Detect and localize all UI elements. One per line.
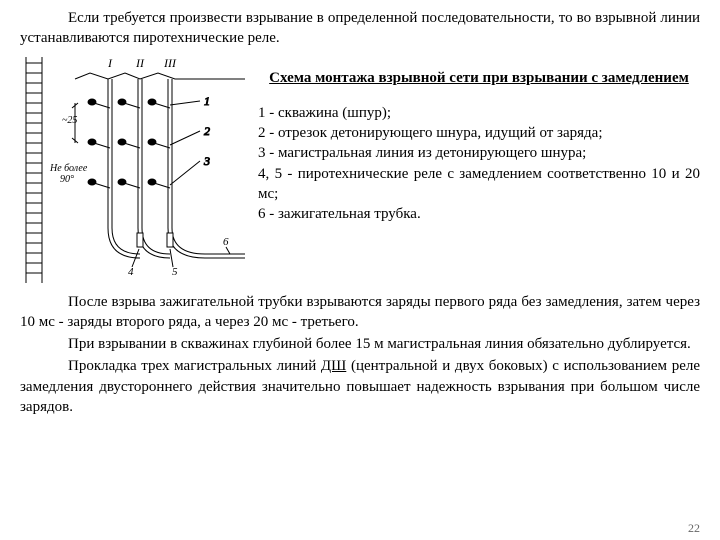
after-2: При взрывании в скважинах глубиной более…: [20, 334, 700, 354]
col-2-label: II: [135, 56, 145, 70]
after-3u: ДШ: [321, 358, 346, 374]
col-1-label: I: [107, 56, 113, 70]
legend-6: 6 - зажигательная трубка.: [258, 204, 700, 224]
legend-1: 1 - скважина (шпур);: [258, 103, 700, 123]
legend-4: 4, 5 - пиротехнические реле с замедление…: [258, 164, 700, 205]
after-3: Прокладка трех магистральных линий ДШ (ц…: [20, 356, 700, 417]
row-2-label: 2: [204, 124, 210, 138]
ann-90: Не более90°: [49, 163, 88, 185]
legend-3: 3 - магистральная линия из детонирующего…: [258, 143, 700, 163]
figure-row: I II III: [20, 53, 700, 288]
page-number: 22: [688, 520, 700, 536]
legend-title: Схема монтажа взрывной сети при взрывани…: [258, 68, 700, 88]
after-3a: Прокладка трех магистральных линий: [68, 358, 321, 374]
intro-paragraph: Если требуется произвести взрывание в оп…: [20, 8, 700, 49]
diagram: I II III: [20, 53, 252, 288]
row-3-label: 3: [203, 154, 210, 168]
legend: Схема монтажа взрывной сети при взрывани…: [258, 53, 700, 288]
row-1-label: 1: [204, 94, 210, 108]
col-3-label: III: [163, 56, 177, 70]
relay-5-label: 5: [172, 266, 178, 278]
tube-6-label: 6: [223, 236, 229, 248]
relay-4-label: 4: [128, 266, 134, 278]
legend-2: 2 - отрезок детонирующего шнура, идущий …: [258, 123, 700, 143]
after-1: После взрыва зажигательной трубки взрыва…: [20, 292, 700, 333]
